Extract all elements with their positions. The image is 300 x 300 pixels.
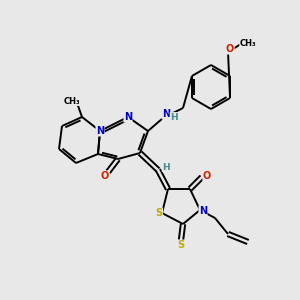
Text: H: H	[170, 112, 178, 122]
Text: N: N	[96, 126, 104, 136]
Text: O: O	[101, 171, 109, 181]
Text: CH₃: CH₃	[240, 38, 256, 47]
Text: N: N	[199, 206, 207, 216]
Text: N: N	[124, 112, 132, 122]
Text: CH₃: CH₃	[64, 97, 80, 106]
Text: O: O	[226, 44, 234, 54]
Text: H: H	[162, 163, 170, 172]
Text: O: O	[203, 171, 211, 181]
Text: S: S	[155, 208, 163, 218]
Text: S: S	[177, 240, 184, 250]
Text: N: N	[162, 109, 170, 119]
